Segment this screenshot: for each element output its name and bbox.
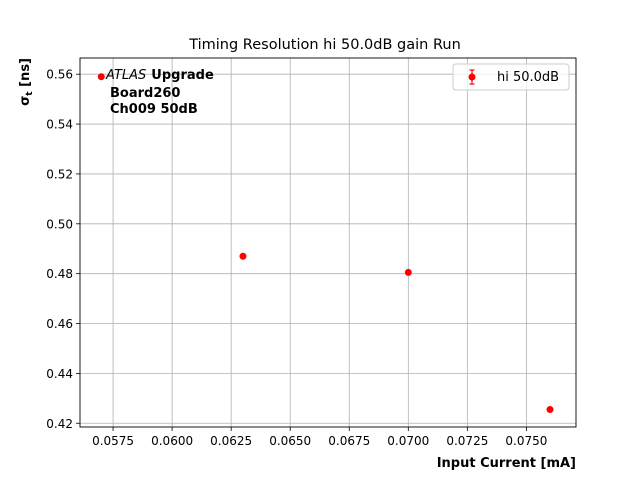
y-axis-label: σt [ns]: [18, 58, 35, 106]
y-axis-label-symbol: σ: [18, 96, 33, 106]
x-tick-label: 0.0750: [505, 434, 547, 448]
y-axis-ticks: 0.42 0.44 0.46 0.48 0.50 0.52 0.54 0.56: [46, 68, 80, 431]
x-tick-label: 0.0575: [92, 434, 134, 448]
x-axis-label: Input Current [mA]: [437, 456, 576, 471]
y-tick-label: 0.44: [46, 367, 73, 381]
y-tick-label: 0.48: [46, 267, 73, 281]
x-tick-label: 0.0600: [151, 434, 193, 448]
x-tick-label: 0.0675: [328, 434, 370, 448]
data-point: [97, 73, 105, 81]
board-label: Board260: [110, 86, 180, 101]
x-tick-label: 0.0725: [446, 434, 488, 448]
chart-title: Timing Resolution hi 50.0dB gain Run: [188, 37, 461, 53]
data-point: [546, 406, 554, 414]
y-tick-label: 0.46: [46, 317, 73, 331]
plot-area: [80, 58, 576, 427]
y-tick-label: 0.56: [46, 68, 73, 82]
data-point: [239, 252, 247, 260]
x-tick-label: 0.0650: [269, 434, 311, 448]
x-tick-label: 0.0625: [210, 434, 252, 448]
y-tick-label: 0.54: [46, 118, 73, 132]
legend-label: hi 50.0dB: [497, 70, 559, 85]
x-tick-label: 0.0700: [387, 434, 429, 448]
y-tick-label: 0.52: [46, 167, 73, 181]
y-tick-label: 0.42: [46, 417, 73, 431]
atlas-label: ATLAS: [105, 68, 146, 83]
y-axis-label-subscript: t: [25, 91, 35, 96]
channel-label: Ch009 50dB: [110, 102, 198, 117]
data-points: [97, 73, 554, 414]
x-axis-ticks: 0.0575 0.0600 0.0625 0.0650 0.0675 0.0700 0.07…: [92, 427, 547, 448]
upgrade-label: Upgrade: [151, 68, 214, 83]
atlas-annotation: ATLAS Upgrade: [105, 68, 214, 83]
data-point: [404, 268, 412, 276]
legend: hi 50.0dB: [452, 63, 570, 91]
legend-box: [452, 63, 570, 91]
plot-frame: [79, 57, 577, 428]
y-axis-label-unit: [ns]: [18, 58, 33, 91]
legend-marker: [468, 73, 476, 81]
y-tick-label: 0.50: [46, 217, 73, 231]
